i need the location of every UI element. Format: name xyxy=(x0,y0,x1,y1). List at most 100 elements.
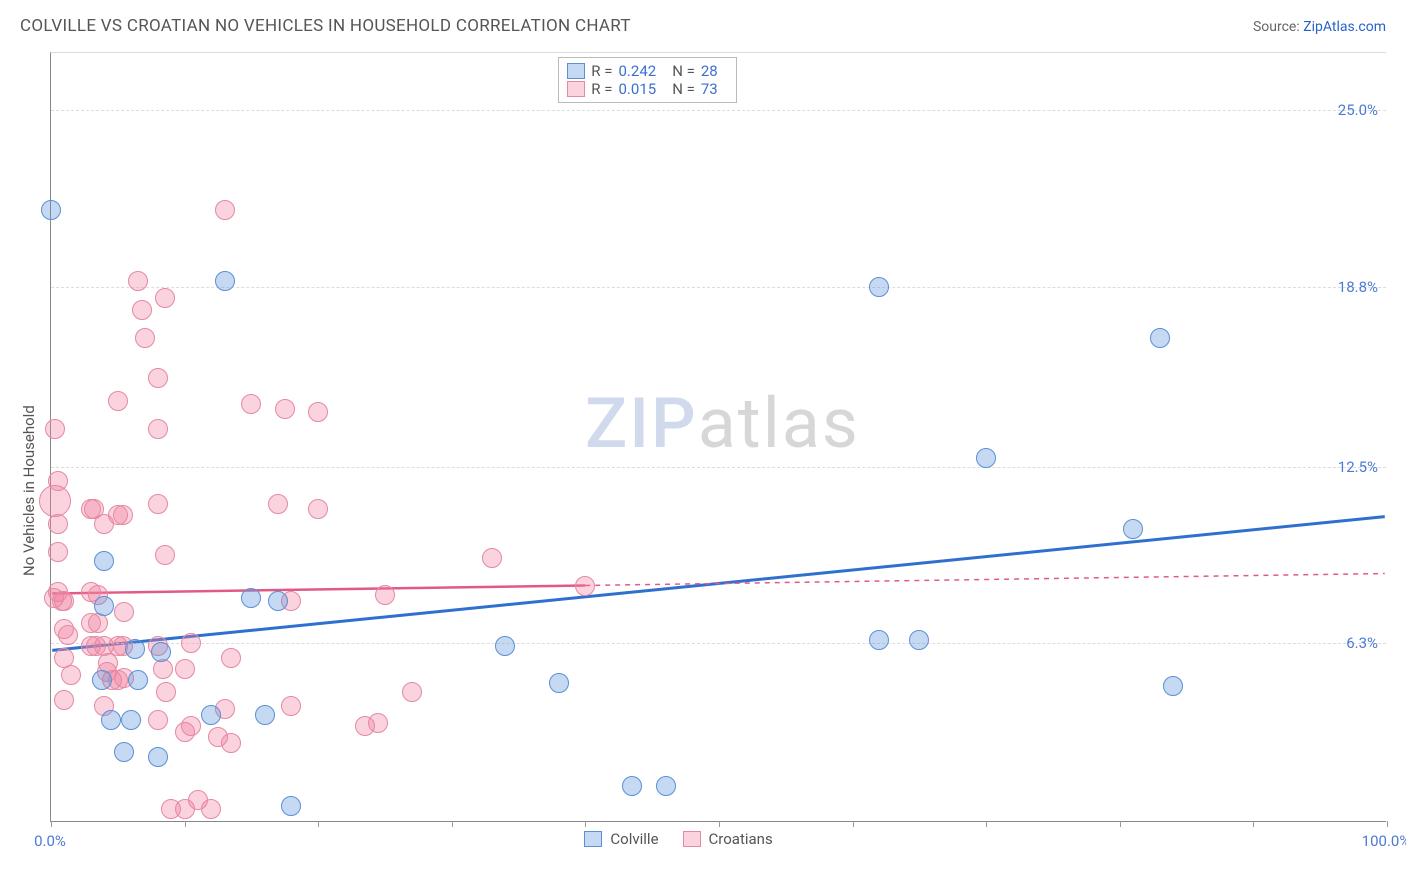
legend-corr-row: R =0.242N =28 xyxy=(567,62,727,80)
scatter-point-b xyxy=(114,602,134,622)
scatter-point-a xyxy=(1163,676,1183,696)
scatter-point-a xyxy=(909,630,929,650)
scatter-point-a xyxy=(281,796,301,816)
legend-swatch xyxy=(683,831,701,847)
scatter-point-b xyxy=(128,271,148,291)
grid-line xyxy=(51,643,1386,644)
scatter-point-b xyxy=(156,682,176,702)
x-tick xyxy=(51,821,52,827)
scatter-point-b xyxy=(148,494,168,514)
scatter-point-b xyxy=(58,625,78,645)
legend-item: Croatians xyxy=(683,830,773,848)
x-tick-label: 100.0% xyxy=(1362,832,1406,850)
x-tick xyxy=(185,821,186,827)
scatter-point-b xyxy=(268,494,288,514)
scatter-point-b xyxy=(275,399,295,419)
grid-line xyxy=(51,467,1386,468)
scatter-point-b xyxy=(45,419,65,439)
scatter-point-a xyxy=(1150,328,1170,348)
scatter-point-a xyxy=(151,642,171,662)
legend-correlation: R =0.242N =28R =0.015N =73 xyxy=(558,57,736,103)
scatter-point-a xyxy=(255,705,275,725)
scatter-point-b xyxy=(148,368,168,388)
scatter-point-b xyxy=(368,713,388,733)
scatter-point-b xyxy=(308,499,328,519)
scatter-point-a xyxy=(268,591,288,611)
legend-swatch xyxy=(567,81,585,97)
legend-swatch xyxy=(584,831,602,847)
legend-swatch xyxy=(567,63,585,79)
legend-label: Croatians xyxy=(709,830,773,848)
trend-lines xyxy=(51,53,1386,821)
x-tick xyxy=(585,821,586,827)
legend-corr-row: R =0.015N =73 xyxy=(567,80,727,98)
scatter-point-a xyxy=(622,776,642,796)
scatter-point-b xyxy=(54,591,74,611)
scatter-point-b xyxy=(181,633,201,653)
scatter-point-b xyxy=(308,402,328,422)
source-text: Source: ZipAtlas.com xyxy=(1253,19,1386,35)
x-tick xyxy=(986,821,987,827)
x-tick xyxy=(853,821,854,827)
x-tick xyxy=(1120,821,1121,827)
scatter-point-b xyxy=(148,419,168,439)
scatter-point-a xyxy=(869,630,889,650)
scatter-point-b xyxy=(402,682,422,702)
x-tick-label: 0.0% xyxy=(34,832,66,850)
scatter-point-b xyxy=(281,696,301,716)
scatter-point-b xyxy=(221,733,241,753)
scatter-point-b xyxy=(132,300,152,320)
scatter-point-b xyxy=(48,542,68,562)
y-tick-label: 25.0% xyxy=(1338,101,1378,119)
scatter-point-a xyxy=(114,742,134,762)
scatter-point-b xyxy=(54,690,74,710)
scatter-point-a xyxy=(121,710,141,730)
scatter-point-b xyxy=(482,548,502,568)
scatter-point-b xyxy=(61,665,81,685)
scatter-point-a xyxy=(128,670,148,690)
scatter-point-a xyxy=(1123,519,1143,539)
scatter-point-a xyxy=(869,277,889,297)
scatter-point-a xyxy=(976,448,996,468)
scatter-point-b xyxy=(108,391,128,411)
scatter-point-a xyxy=(549,673,569,693)
scatter-point-b xyxy=(575,576,595,596)
legend-item: Colville xyxy=(584,830,658,848)
scatter-point-b xyxy=(375,585,395,605)
x-tick xyxy=(318,821,319,827)
y-axis-label: No Vehicles in Household xyxy=(20,405,38,576)
scatter-point-b xyxy=(113,505,133,525)
scatter-point-b xyxy=(155,288,175,308)
scatter-point-b xyxy=(148,710,168,730)
scatter-point-b xyxy=(153,659,173,679)
source-link[interactable]: ZipAtlas.com xyxy=(1303,19,1386,35)
y-tick-label: 18.8% xyxy=(1338,278,1378,296)
scatter-point-b xyxy=(201,799,221,819)
scatter-point-a xyxy=(101,710,121,730)
scatter-point-b xyxy=(181,716,201,736)
scatter-point-a xyxy=(201,705,221,725)
scatter-point-b xyxy=(221,648,241,668)
legend-series: Colville Croatians xyxy=(584,830,772,848)
scatter-point-b xyxy=(175,659,195,679)
x-tick xyxy=(452,821,453,827)
scatter-point-b xyxy=(48,514,68,534)
scatter-point-a xyxy=(41,200,61,220)
scatter-point-b xyxy=(135,328,155,348)
x-tick xyxy=(719,821,720,827)
scatter-point-a xyxy=(656,776,676,796)
scatter-point-b xyxy=(241,394,261,414)
scatter-point-a xyxy=(94,551,114,571)
scatter-point-b xyxy=(48,471,68,491)
chart-title: COLVILLE VS CROATIAN NO VEHICLES IN HOUS… xyxy=(20,16,631,36)
scatter-point-a xyxy=(215,271,235,291)
plot-area: ZIPatlas R =0.242N =28R =0.015N =73 6.3%… xyxy=(50,52,1386,822)
scatter-point-a xyxy=(125,639,145,659)
grid-line xyxy=(51,287,1386,288)
y-tick-label: 6.3% xyxy=(1346,634,1378,652)
legend-label: Colville xyxy=(610,830,658,848)
scatter-point-b xyxy=(215,200,235,220)
scatter-point-b xyxy=(88,613,108,633)
scatter-point-a xyxy=(241,588,261,608)
scatter-point-b xyxy=(155,545,175,565)
